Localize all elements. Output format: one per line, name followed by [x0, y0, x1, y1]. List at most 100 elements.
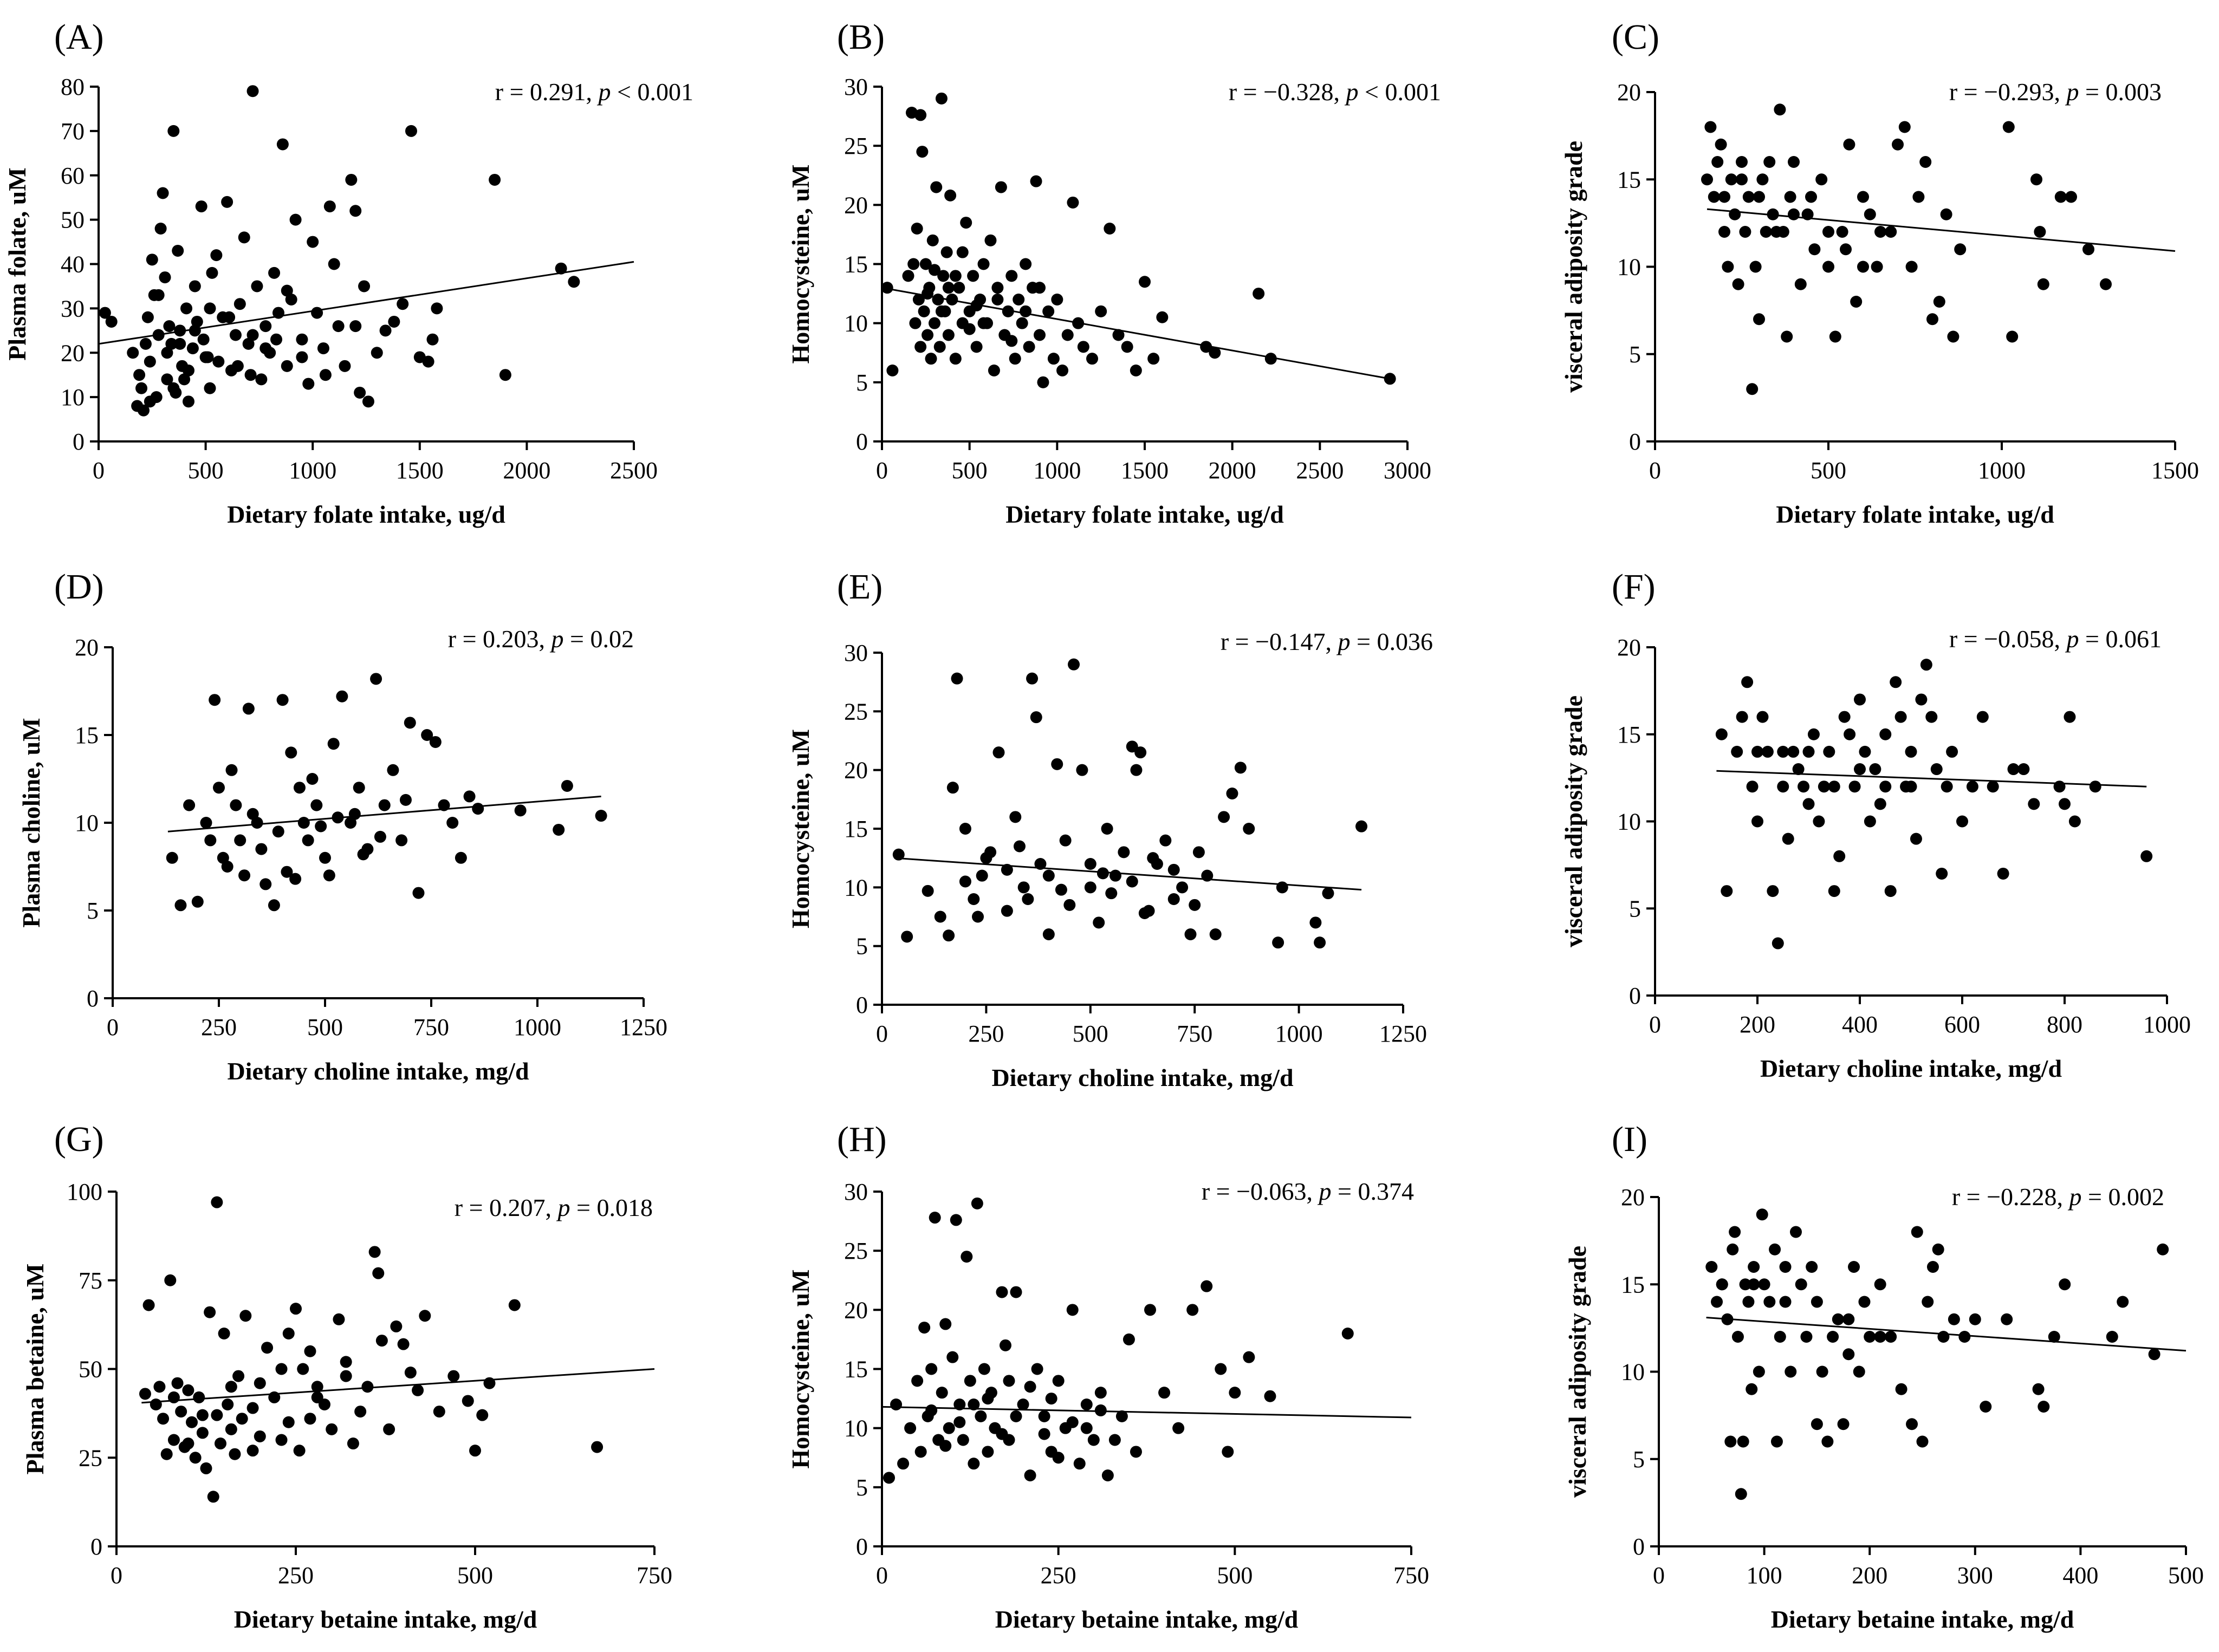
data-point	[446, 817, 459, 829]
y-axis-title: Homocysteine, uM	[787, 729, 814, 928]
data-point	[1739, 1278, 1751, 1291]
data-point	[1322, 887, 1334, 900]
data-point	[1827, 1331, 1839, 1343]
data-point	[293, 1445, 306, 1457]
panel-a: (A) 0 500 1000 1500 2000 2500 0 10 20 30 40 50 60 70 80…	[3, 17, 693, 528]
data-point	[238, 869, 251, 882]
data-point	[1001, 863, 1013, 876]
data-point	[139, 1388, 151, 1400]
y-axis-title: visceral adiposity grade	[1563, 1246, 1591, 1498]
data-point	[285, 746, 297, 759]
data-point	[1052, 1375, 1065, 1387]
data-point	[1718, 191, 1730, 203]
data-point	[1080, 1422, 1093, 1434]
y-axis-title: visceral adiposity grade	[1560, 695, 1587, 947]
data-point	[206, 266, 218, 279]
data-point	[1030, 711, 1042, 724]
data-point	[289, 873, 302, 885]
data-point	[1749, 261, 1762, 273]
data-point	[204, 382, 216, 394]
data-point	[1121, 341, 1133, 353]
data-point	[1112, 329, 1125, 341]
data-point	[1226, 788, 1238, 799]
y-tick-label: 20	[1617, 79, 1641, 106]
data-point	[141, 311, 154, 323]
data-point	[254, 1377, 266, 1389]
x-tick-label: 1250	[620, 1014, 667, 1040]
y-tick-label: 25	[844, 1238, 868, 1264]
data-point	[135, 382, 148, 394]
data-point	[159, 271, 171, 284]
data-point	[1031, 1363, 1043, 1375]
data-point	[1850, 296, 1863, 308]
data-point	[182, 1384, 194, 1396]
data-point	[370, 673, 382, 685]
data-point	[1954, 243, 1967, 256]
data-point	[1218, 811, 1230, 823]
data-point	[1976, 711, 1989, 723]
data-point	[282, 1328, 295, 1339]
y-tick-label: 20	[1617, 634, 1641, 661]
data-point	[936, 1387, 948, 1399]
data-point	[1821, 1435, 1834, 1448]
data-point	[1061, 329, 1074, 341]
y-tick-label: 15	[844, 1356, 868, 1383]
data-point	[421, 729, 433, 741]
data-point	[275, 1363, 288, 1375]
data-point	[476, 1409, 489, 1421]
data-point	[1209, 347, 1221, 359]
data-point	[1735, 1488, 1747, 1500]
correlation-annotation: r = −0.063, p = 0.374	[1202, 1178, 1414, 1205]
regression-line	[98, 261, 634, 345]
y-tick-label: 25	[844, 698, 868, 725]
data-point	[1037, 376, 1049, 388]
data-point	[297, 817, 310, 829]
data-point	[304, 1345, 316, 1357]
data-point	[1794, 278, 1807, 290]
data-point	[934, 910, 946, 923]
data-point	[422, 355, 434, 368]
data-point	[929, 317, 940, 329]
data-point	[992, 746, 1005, 759]
data-point	[1774, 1331, 1786, 1343]
data-point	[310, 799, 323, 811]
data-point	[340, 1370, 352, 1382]
data-point	[246, 808, 259, 820]
x-tick-label: 0	[876, 457, 888, 484]
data-point	[968, 1458, 980, 1470]
data-point	[225, 1381, 237, 1393]
data-point	[1020, 258, 1032, 270]
data-point	[1802, 798, 1815, 810]
data-point	[1798, 781, 1810, 793]
data-point	[1854, 763, 1866, 776]
data-point	[1309, 916, 1322, 929]
regression-line	[1706, 1317, 2186, 1352]
x-tick-label: 500	[2168, 1562, 2204, 1589]
data-point	[1716, 1278, 1728, 1291]
data-point	[207, 1491, 219, 1503]
data-point	[211, 1196, 223, 1208]
data-point	[150, 1399, 162, 1410]
data-point	[1104, 223, 1116, 235]
data-point	[1816, 1365, 1828, 1378]
y-tick-label: 80	[61, 74, 85, 100]
data-point	[1156, 311, 1169, 323]
data-point	[340, 1356, 352, 1368]
data-point	[1936, 867, 1948, 880]
data-point	[1139, 276, 1151, 288]
data-point	[1842, 1313, 1855, 1325]
data-point	[1879, 781, 1892, 793]
x-tick-label: 2500	[1296, 457, 1344, 484]
y-tick-label: 0	[90, 1533, 102, 1560]
data-point	[174, 324, 186, 337]
data-point	[1837, 1418, 1850, 1430]
panel-label: (E)	[837, 567, 883, 607]
data-point	[984, 234, 997, 246]
data-point	[99, 307, 111, 319]
data-point	[1874, 1331, 1886, 1343]
data-point	[1767, 885, 1779, 897]
y-tick-label: 15	[1617, 721, 1641, 748]
x-tick-label: 750	[413, 1014, 449, 1040]
data-point	[926, 234, 939, 246]
x-tick-label: 300	[1957, 1562, 1993, 1589]
